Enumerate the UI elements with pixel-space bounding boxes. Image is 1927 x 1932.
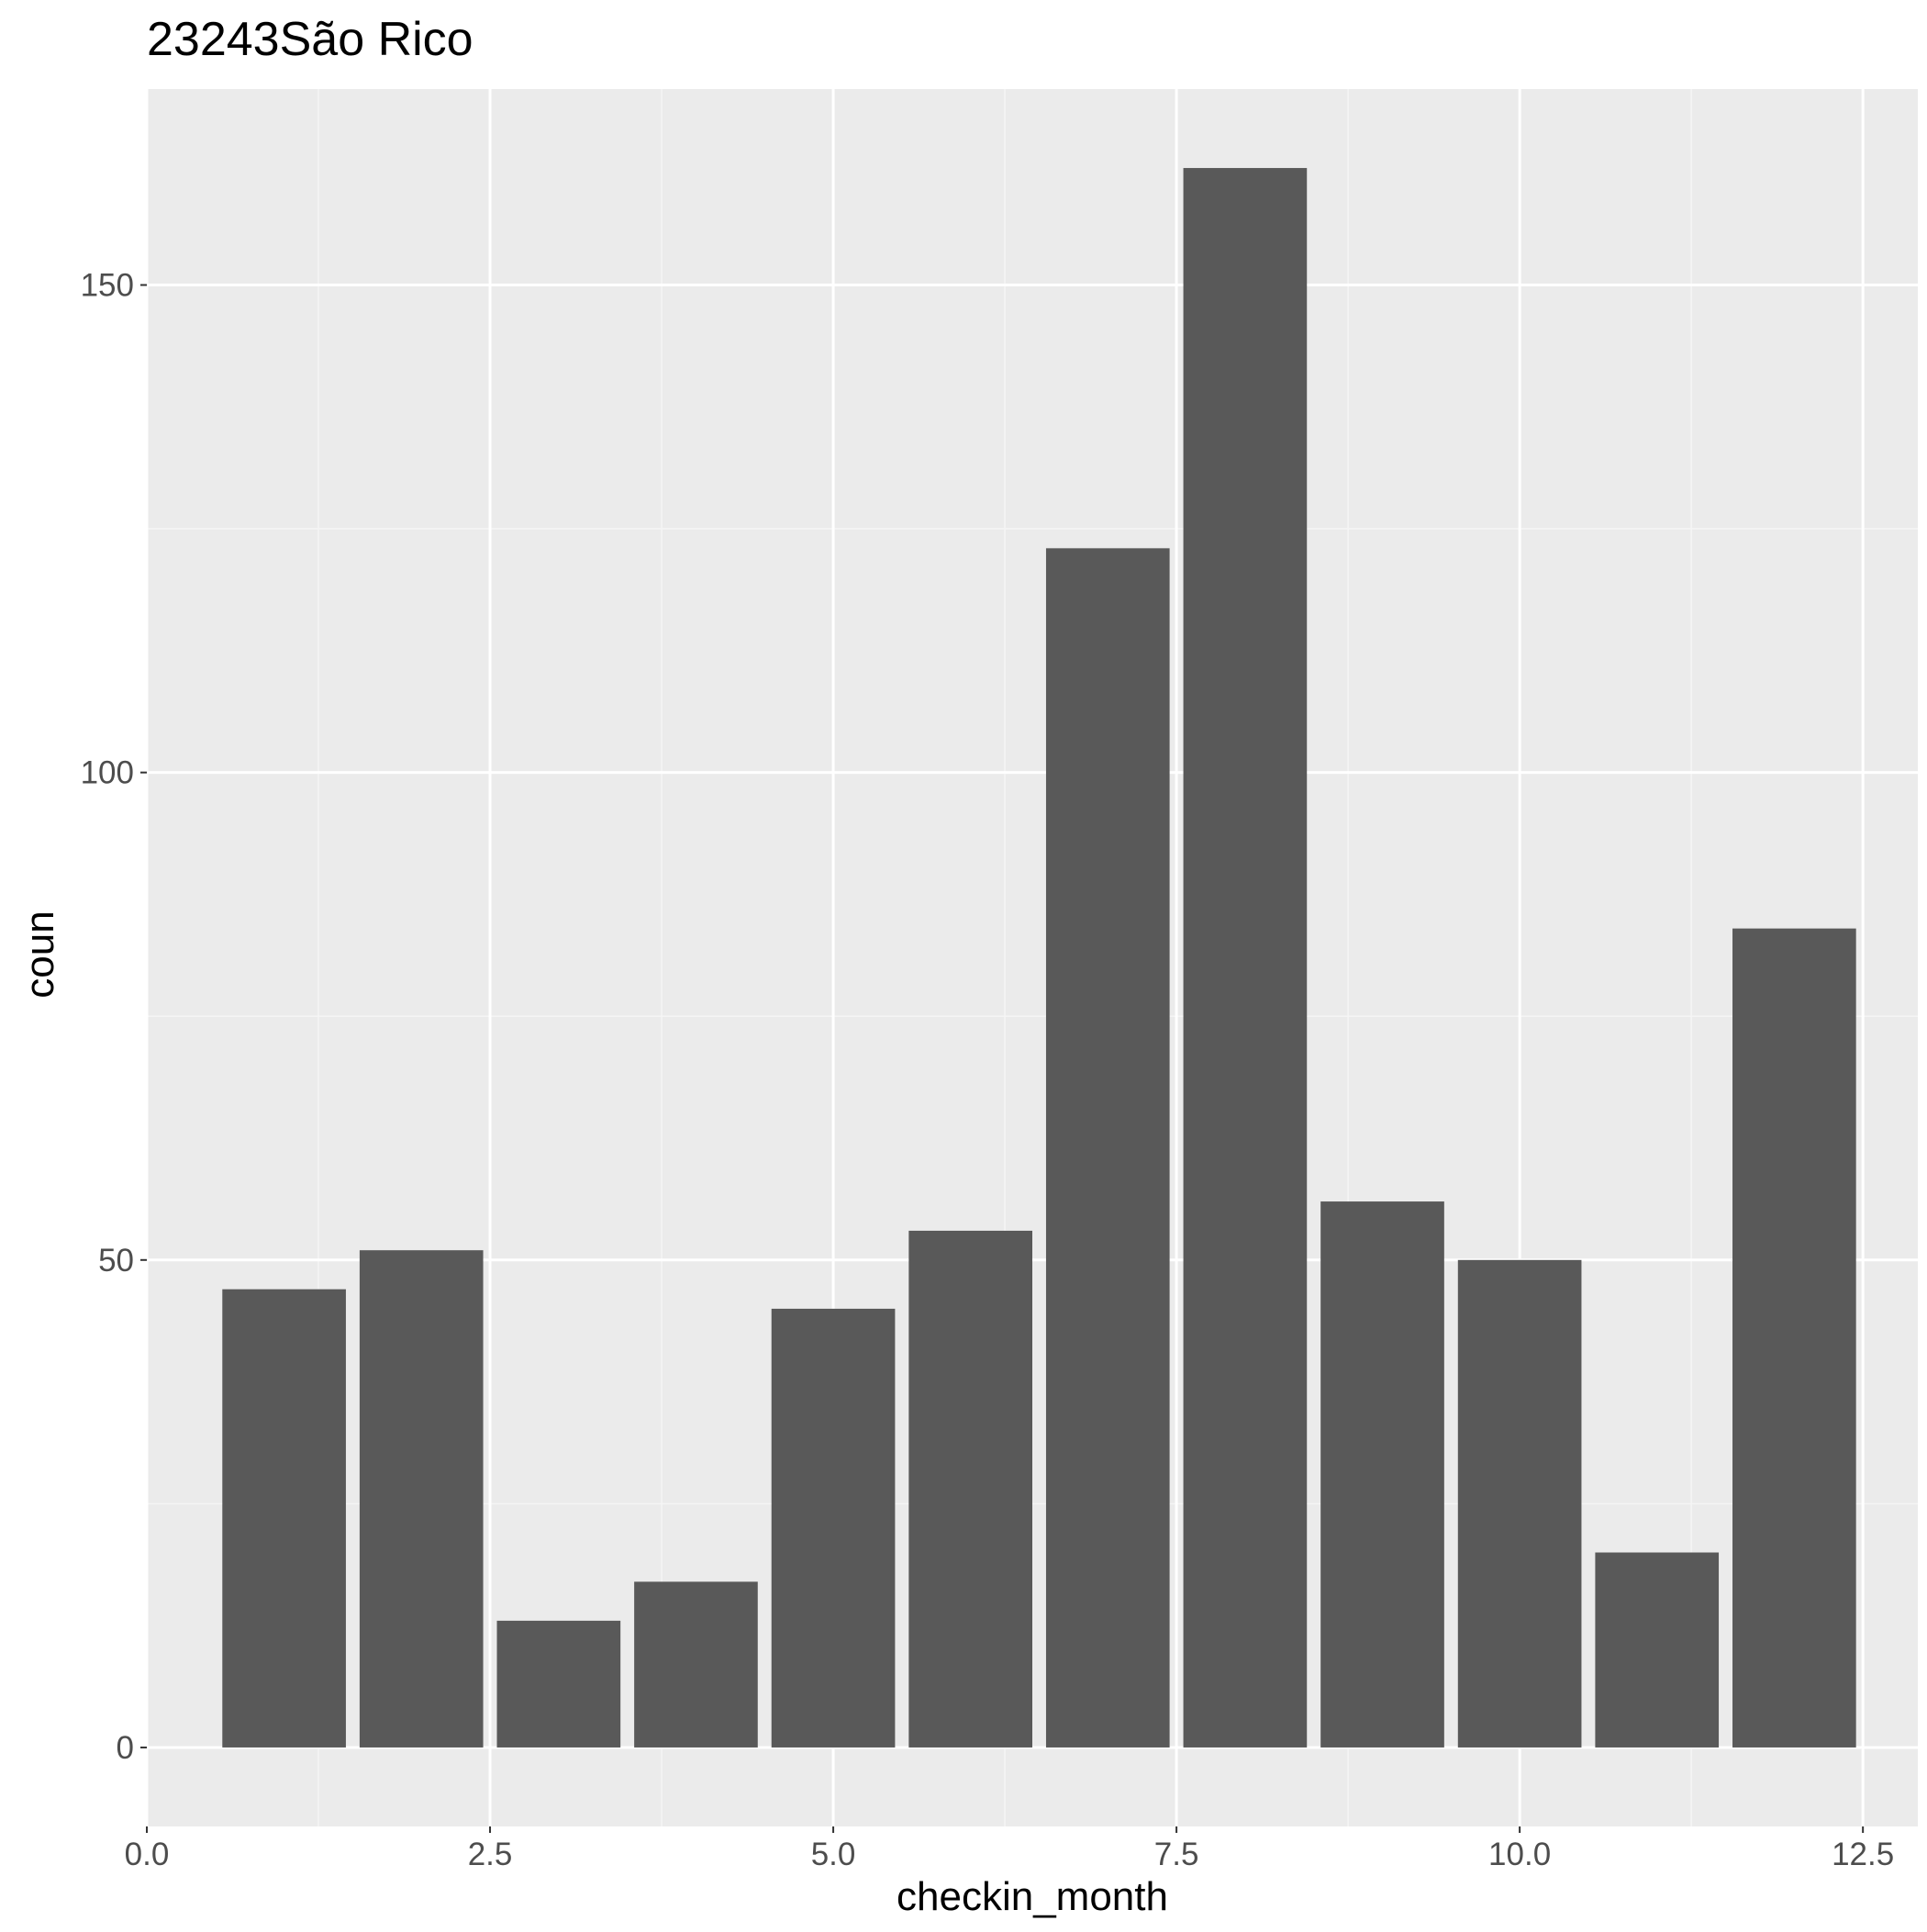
bar-month-6 bbox=[908, 1230, 1032, 1748]
bar-month-11 bbox=[1595, 1552, 1720, 1748]
x-tick-label: 2.5 bbox=[468, 1837, 513, 1872]
x-axis: 0.0 2.5 5.0 7.5 10.0 12.5 bbox=[125, 1826, 1894, 1872]
bar-month-1 bbox=[222, 1289, 346, 1748]
y-tick-label: 100 bbox=[81, 755, 134, 791]
chart-title: 23243São Rico bbox=[147, 13, 473, 66]
bar-month-9 bbox=[1320, 1201, 1444, 1748]
x-tick-label: 10.0 bbox=[1488, 1837, 1551, 1872]
x-tick-label: 5.0 bbox=[811, 1837, 856, 1872]
bar-month-10 bbox=[1457, 1259, 1582, 1748]
bar-month-2 bbox=[359, 1250, 484, 1748]
y-tick-label: 150 bbox=[81, 268, 134, 304]
x-tick-label: 0.0 bbox=[125, 1837, 170, 1872]
bar-month-12 bbox=[1732, 928, 1856, 1748]
x-tick-label: 12.5 bbox=[1832, 1837, 1894, 1872]
x-tick-label: 7.5 bbox=[1154, 1837, 1199, 1872]
bar-month-3 bbox=[496, 1620, 621, 1748]
bar-month-5 bbox=[771, 1308, 896, 1748]
y-axis-title: coun bbox=[17, 910, 62, 998]
bar-month-8 bbox=[1183, 168, 1308, 1748]
bars bbox=[222, 168, 1856, 1748]
y-tick-label: 0 bbox=[117, 1730, 134, 1766]
bar-month-7 bbox=[1045, 548, 1170, 1748]
bar-month-4 bbox=[634, 1581, 758, 1748]
x-axis-title: checkin_month bbox=[897, 1874, 1168, 1919]
y-tick-label: 50 bbox=[98, 1243, 134, 1279]
y-axis: 0 50 100 150 bbox=[81, 268, 147, 1766]
